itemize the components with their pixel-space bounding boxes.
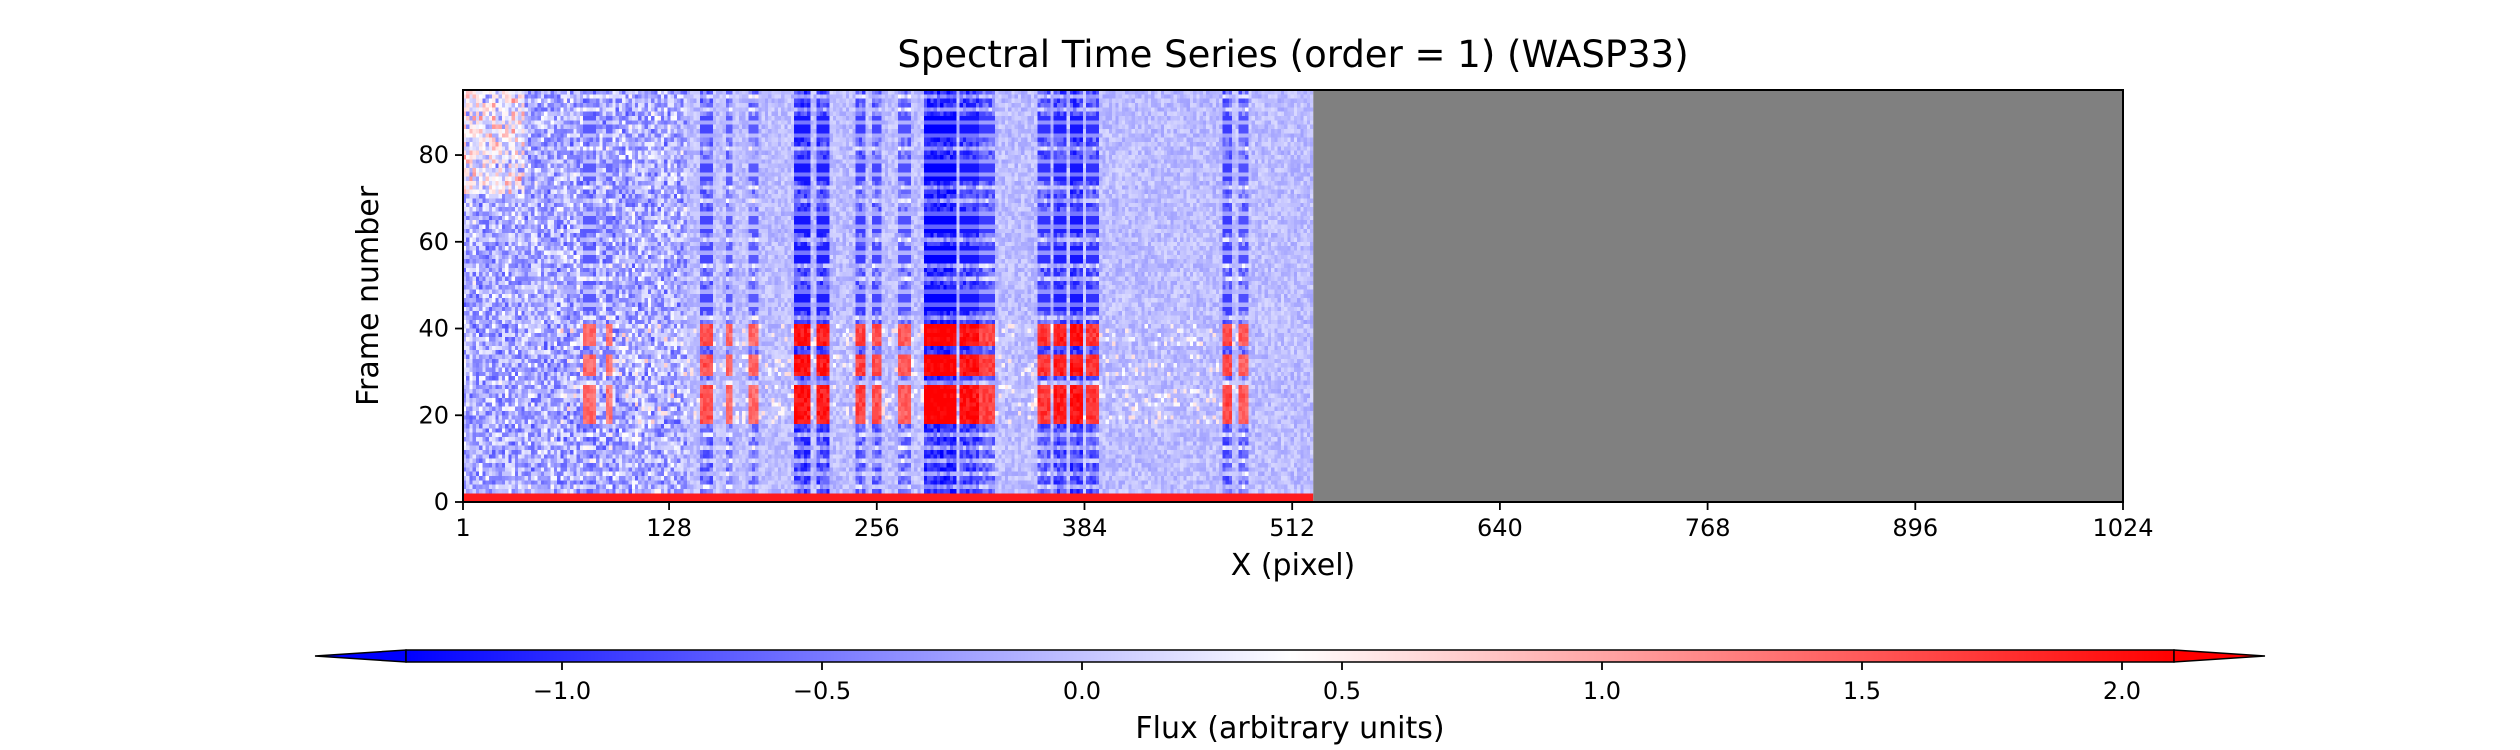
y-tick-label: 60	[418, 228, 449, 256]
colorbar-ticks: −1.0 −0.5 0.0 0.5 1.0 1.5 2.0	[533, 662, 2141, 705]
heatmap	[463, 90, 1314, 502]
masked-region	[1313, 90, 2123, 502]
x-tick-label: 256	[854, 514, 900, 542]
y-tick-label: 80	[418, 141, 449, 169]
colorbar-tick-label: 0.5	[1323, 677, 1361, 705]
colorbar-tick-label: 0.0	[1063, 677, 1101, 705]
x-tick-label: 768	[1685, 514, 1731, 542]
colorbar-tick-label: 1.5	[1843, 677, 1881, 705]
x-tick-label: 1	[455, 514, 470, 542]
colorbar: −1.0 −0.5 0.0 0.5 1.0 1.5 2.0 Flux (arbitrary …	[314, 649, 2266, 746]
x-tick-label: 896	[1892, 514, 1938, 542]
colorbar-tick-label: 1.0	[1583, 677, 1621, 705]
colorbar-tick-label: 2.0	[2103, 677, 2141, 705]
x-tick-label: 640	[1477, 514, 1523, 542]
x-axis-label: X (pixel)	[1231, 548, 1356, 583]
x-tick-label: 384	[1062, 514, 1108, 542]
x-tick-label: 1024	[2092, 514, 2153, 542]
colorbar-tick-label: −0.5	[793, 677, 851, 705]
x-tick-label: 128	[646, 514, 692, 542]
y-axis-label: Frame number	[351, 185, 386, 406]
colorbar-extend-low	[314, 649, 407, 663]
y-tick-label: 40	[418, 315, 449, 343]
x-axis-ticks: 1 128 256 384 512 640 768 896 1024	[455, 502, 2154, 542]
x-tick-label: 512	[1269, 514, 1315, 542]
y-axis-ticks: 0 20 40 60 80	[418, 141, 463, 516]
colorbar-gradient	[405, 649, 2175, 663]
y-tick-label: 0	[434, 488, 449, 516]
colorbar-label: Flux (arbitrary units)	[1135, 711, 1444, 746]
y-tick-label: 20	[418, 401, 449, 429]
colorbar-extend-high	[2173, 649, 2266, 663]
heatmap-image	[463, 90, 1314, 502]
colorbar-tick-label: −1.0	[533, 677, 591, 705]
chart-title: Spectral Time Series (order = 1) (WASP33…	[897, 33, 1688, 76]
